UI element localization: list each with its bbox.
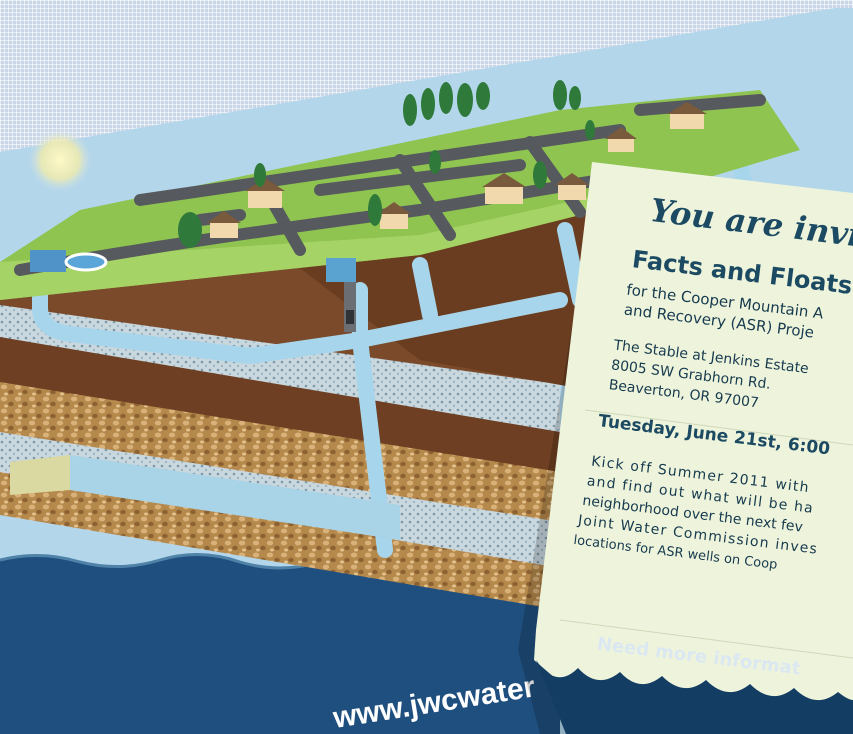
brown-soil-layer [0, 335, 560, 472]
aquifer-storage [70, 455, 400, 540]
trees [178, 80, 595, 248]
deep-gravel-layer [0, 470, 560, 610]
aquifer-fill [10, 455, 70, 495]
sand-layer [0, 300, 560, 432]
sea [0, 554, 560, 734]
invitation-card-scallop [536, 660, 853, 734]
surface-grass [0, 90, 800, 300]
invitation-card: You are invited Facts and Floats C for t… [518, 162, 853, 734]
well-head-icon [326, 258, 356, 332]
treatment-tank-icon [30, 250, 108, 272]
houses [207, 102, 707, 238]
sun-icon [28, 128, 92, 192]
gravel-layer [0, 380, 560, 522]
invitation-card-body [534, 162, 853, 734]
